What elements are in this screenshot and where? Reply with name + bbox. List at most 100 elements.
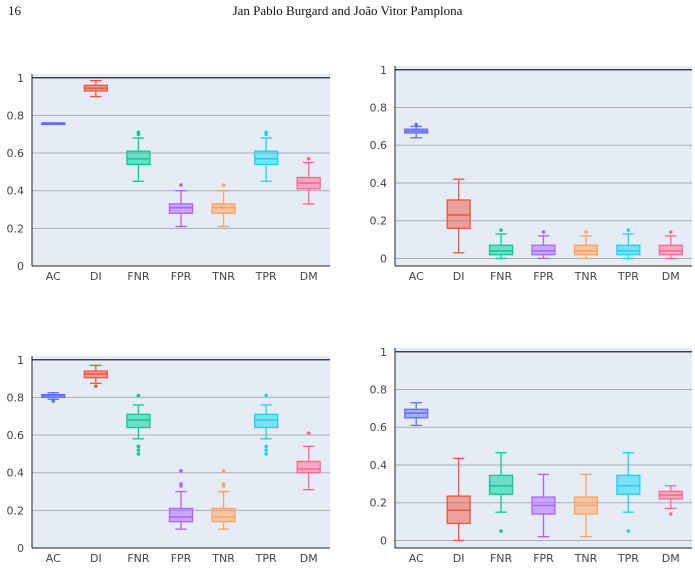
box-body: [296, 460, 321, 474]
x-tick-label: DM: [300, 552, 318, 565]
y-tick-label: 0.6: [370, 139, 388, 152]
box-fpr: [531, 230, 556, 260]
x-tick-label: TNR: [211, 270, 235, 283]
box-tpr: [253, 130, 279, 182]
x-tick-label: FNR: [490, 270, 513, 283]
chart-bottom-right: 0 0.2 0.4 0.6 0.8 1 AC DI FNR FPR TNR TPR DM: [348, 344, 695, 568]
x-tick-label: AC: [409, 552, 424, 565]
outlier-point: [264, 448, 268, 452]
outlier-point: [306, 156, 311, 161]
x-tick-label: FNR: [127, 270, 150, 283]
chart-top-left: 0 0.2 0.4 0.6 0.8 1 AC DI FNR FPR TNR TPR DM: [0, 68, 348, 286]
box-fnr: [126, 130, 151, 182]
box-tnr: [573, 230, 599, 260]
box-body: [211, 507, 236, 523]
outlier-point: [179, 469, 183, 473]
x-tick-label: FNR: [127, 552, 150, 565]
box-body: [531, 244, 556, 256]
y-tick-label: 0.2: [7, 504, 25, 517]
x-tick-label: AC: [46, 552, 61, 565]
outlier-point: [668, 512, 673, 516]
x-tick-label: TPR: [617, 552, 639, 565]
outlier-point: [264, 393, 268, 398]
outlier-point: [264, 452, 268, 456]
outlier-point: [221, 482, 226, 486]
y-tick-label: 0.6: [370, 421, 388, 434]
y-tick-label: 0.6: [7, 147, 25, 160]
x-tick-label: DM: [300, 270, 318, 283]
y-tick-label: 0.8: [7, 391, 25, 404]
box-fpr: [168, 183, 194, 228]
chart-top-right-svg: 0 0.2 0.4 0.6 0.8 1 AC DI FNR FPR TNR TPR DM: [370, 64, 692, 283]
x-tick-label: DI: [453, 270, 465, 283]
box-body: [168, 203, 194, 214]
plot-area: [32, 74, 330, 266]
x-tick-label: DI: [90, 270, 102, 283]
box-body: [616, 244, 641, 256]
box-fpr: [531, 473, 556, 538]
y-tick-label: 0: [17, 260, 24, 273]
x-tick-label: TNR: [211, 552, 235, 565]
y-tick-label: 0: [380, 252, 387, 265]
x-tick-label: FPR: [533, 552, 554, 565]
y-tick-label: 0.8: [370, 102, 388, 115]
chart-bottom-left-svg: 0 0.2 0.4 0.6 0.8 1 AC DI FNR FPR TNR TPR DM: [7, 354, 330, 565]
chart-top-right: 0 0.2 0.4 0.6 0.8 1 AC DI FNR FPR TNR TPR DM: [348, 62, 695, 286]
outlier-point: [626, 228, 631, 232]
box-body: [168, 507, 194, 523]
box-ac: [41, 122, 66, 126]
outlier-point: [136, 444, 141, 449]
box-fnr: [488, 452, 514, 533]
x-tick-label: DI: [453, 552, 465, 565]
y-tick-label: 0: [17, 542, 24, 555]
box-ac: [404, 122, 429, 139]
box-dm: [296, 156, 321, 205]
x-tick-label: DM: [662, 552, 680, 565]
x-tick-label: FPR: [533, 270, 554, 283]
box-tpr: [616, 452, 641, 533]
y-tick-label: 0.2: [7, 222, 25, 235]
box-body: [616, 474, 641, 495]
x-tick-label: FPR: [171, 270, 192, 283]
y-tick-label: 1: [380, 346, 387, 359]
outlier-point: [264, 130, 268, 135]
running-title: Jan Pablo Burgard and João Vitor Pamplon…: [232, 3, 463, 18]
page-number: 16: [8, 3, 21, 18]
box-fnr: [488, 228, 514, 260]
y-tick-label: 0: [380, 534, 387, 547]
box-tpr: [616, 228, 641, 260]
y-tick-label: 0.8: [370, 384, 388, 397]
box-body: [488, 244, 514, 256]
box-tnr: [211, 469, 236, 530]
outlier-point: [668, 230, 673, 234]
outlier-point: [499, 228, 503, 232]
x-tick-label: DI: [90, 552, 102, 565]
box-dm: [296, 431, 321, 491]
box-body: [488, 474, 514, 495]
x-tick-label: FNR: [490, 552, 513, 565]
box-body: [446, 199, 471, 229]
y-tick-label: 0.2: [370, 215, 388, 228]
box-ac: [41, 392, 66, 403]
outlier-point: [541, 230, 546, 234]
x-tick-label: FPR: [171, 552, 192, 565]
x-tick-label: AC: [46, 270, 61, 283]
outlier-point: [221, 469, 226, 473]
x-tick-label: TPR: [255, 552, 277, 565]
box-tnr: [573, 473, 599, 538]
outlier-point: [306, 431, 311, 435]
y-tick-label: 0.4: [7, 185, 25, 198]
box-tnr: [211, 183, 236, 228]
outlier-point: [179, 482, 183, 486]
outlier-point: [626, 529, 631, 533]
outlier-point: [136, 393, 141, 398]
box-tpr: [253, 393, 279, 456]
box-dm: [658, 230, 683, 260]
box-fnr: [126, 393, 151, 456]
x-tick-label: DM: [662, 270, 680, 283]
x-tick-label: TNR: [574, 552, 598, 565]
box-body: [126, 150, 151, 166]
y-tick-label: 0.4: [370, 177, 388, 190]
y-tick-label: 0.8: [7, 109, 25, 122]
x-tick-label: TPR: [255, 270, 277, 283]
